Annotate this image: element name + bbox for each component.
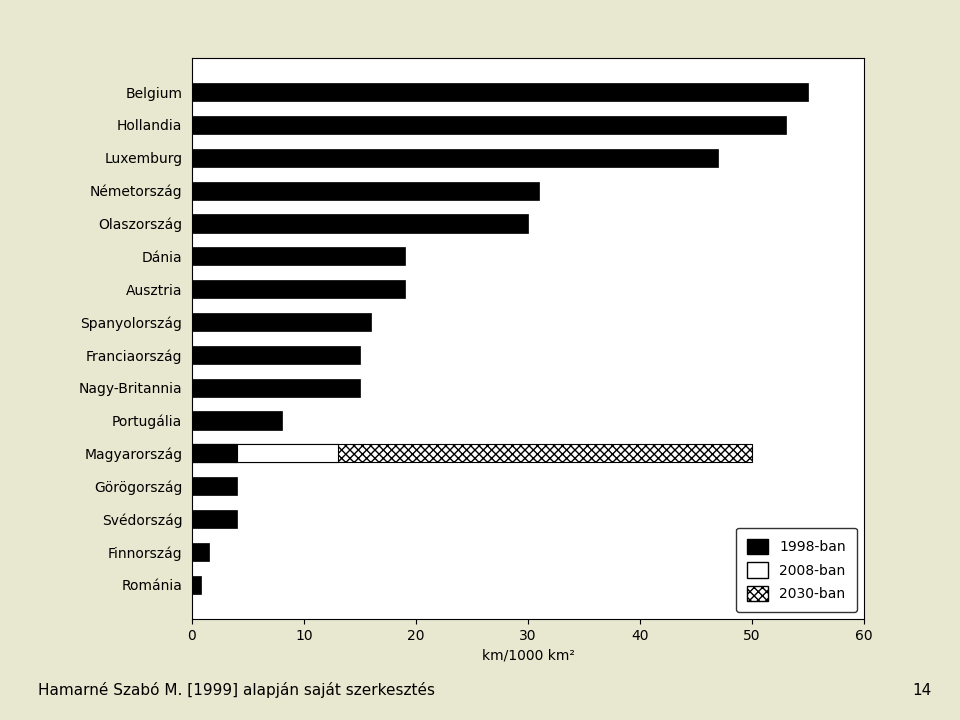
Bar bbox=[192, 510, 237, 528]
Bar bbox=[192, 247, 405, 266]
Bar bbox=[192, 379, 360, 397]
Bar bbox=[192, 543, 209, 561]
Bar bbox=[192, 477, 237, 495]
Legend: 1998-ban, 2008-ban, 2030-ban: 1998-ban, 2008-ban, 2030-ban bbox=[736, 528, 857, 612]
Bar bbox=[192, 181, 540, 199]
Bar bbox=[192, 116, 785, 134]
Bar bbox=[192, 280, 405, 298]
Bar bbox=[192, 215, 528, 233]
Bar bbox=[192, 149, 718, 167]
X-axis label: km/1000 km²: km/1000 km² bbox=[482, 649, 574, 662]
Bar bbox=[192, 313, 372, 331]
Text: 14: 14 bbox=[912, 683, 931, 698]
Bar bbox=[192, 83, 808, 102]
Bar bbox=[192, 444, 752, 462]
Text: Hamarné Szabó M. [1999] alapján saját szerkesztés: Hamarné Szabó M. [1999] alapján saját sz… bbox=[38, 683, 436, 698]
Bar bbox=[192, 444, 338, 462]
Bar bbox=[192, 444, 237, 462]
Bar bbox=[192, 411, 281, 430]
Bar bbox=[192, 575, 201, 594]
Bar bbox=[192, 346, 360, 364]
